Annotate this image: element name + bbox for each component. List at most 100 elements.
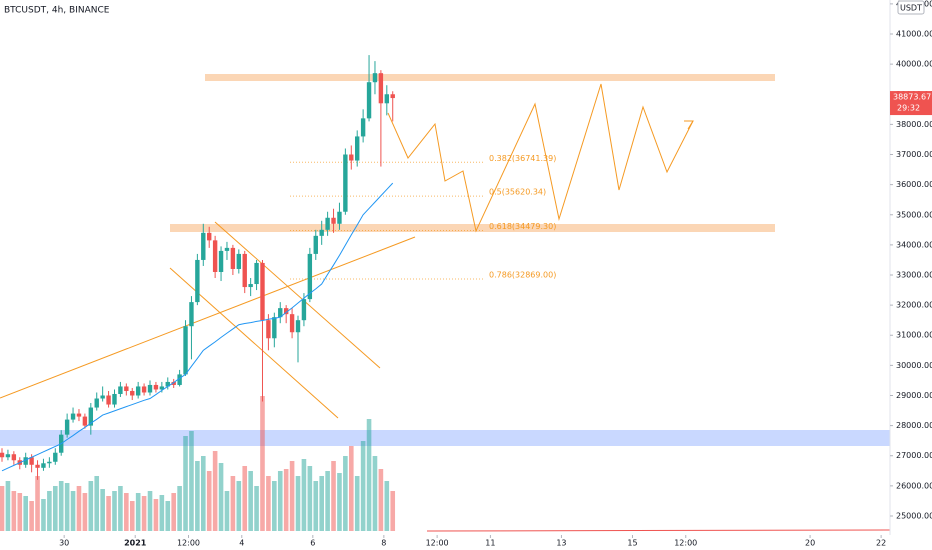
candle-body — [147, 384, 153, 393]
x-tick-label: 12:00 — [674, 539, 697, 548]
volume-bar — [177, 486, 182, 531]
volume-bar — [354, 476, 360, 531]
volume-bar — [348, 446, 354, 531]
candle-body — [230, 247, 236, 269]
candle-body — [248, 284, 253, 288]
candle-body — [124, 386, 129, 391]
candle-body — [135, 386, 141, 396]
candle-body — [242, 253, 247, 288]
candle-body — [47, 461, 52, 464]
candle-body — [295, 320, 301, 333]
countdown: 29:32 — [897, 104, 920, 113]
volume-bar — [94, 476, 100, 531]
volume-bar — [343, 456, 348, 531]
candle-body — [41, 463, 46, 468]
candle-body — [130, 390, 135, 396]
y-tick-label: 29000.00 — [896, 391, 932, 400]
volume-bar — [301, 459, 307, 531]
x-tick-label: 12:00 — [426, 539, 449, 548]
volume-bar — [313, 481, 319, 531]
y-tick-label: 38000.00 — [896, 120, 932, 129]
candle-body — [0, 452, 5, 458]
y-tick-label: 30000.00 — [896, 361, 932, 370]
candle-body — [118, 386, 123, 394]
volume-bar — [141, 496, 147, 531]
volume-bar — [200, 456, 206, 531]
volume-bar — [118, 486, 123, 531]
drawings — [0, 83, 891, 532]
trend-line — [0, 236, 416, 399]
candle-body — [218, 250, 224, 272]
volume-bar — [124, 493, 129, 531]
volume-bar — [218, 463, 224, 531]
x-tick-label: 11 — [485, 539, 495, 548]
candle-body — [29, 457, 34, 465]
currency: USDT — [900, 4, 922, 13]
candle-body — [183, 326, 188, 375]
candle-body — [337, 211, 342, 224]
candle-body — [366, 82, 372, 119]
volume-bar — [183, 436, 188, 531]
candle-body — [319, 229, 324, 236]
volume-bar — [390, 491, 396, 531]
volume-bar — [41, 499, 46, 531]
candle-body — [153, 384, 159, 390]
candle-body — [289, 314, 295, 333]
candle-body — [189, 302, 194, 327]
volume-bar — [384, 481, 390, 531]
volume-bar — [266, 476, 271, 531]
moving-average — [1, 182, 394, 472]
last-price-box — [890, 91, 932, 116]
volume-bar — [295, 476, 301, 531]
volume-bar — [230, 476, 236, 531]
resistance-zone — [205, 74, 775, 81]
candle-body — [372, 73, 378, 83]
candle-body — [11, 454, 17, 461]
zones — [0, 74, 890, 446]
volume-bar — [17, 493, 23, 531]
chart-title: BTCUSDT, 4h, BINANCE — [4, 6, 110, 16]
candle-body — [325, 217, 330, 230]
volume-bar — [366, 419, 372, 531]
volume-bar — [325, 471, 330, 531]
candle-body — [343, 154, 348, 212]
candle-body — [355, 136, 360, 161]
candle-body — [64, 419, 70, 435]
volume-bar — [171, 493, 176, 531]
y-tick-label: 26000.00 — [896, 481, 932, 490]
volume-bar — [29, 501, 34, 531]
candle-body — [82, 416, 88, 426]
trend-line — [214, 221, 381, 369]
x-tick-label: 4 — [239, 539, 244, 548]
candle-body — [207, 232, 212, 241]
y-tick-label: 28000.00 — [896, 421, 932, 430]
y-tick-label: 37000.00 — [896, 150, 932, 159]
last-price: 38873.67 — [893, 93, 931, 102]
candle-body — [278, 308, 283, 318]
y-tick-label: 41000.00 — [896, 30, 932, 39]
volume-ma — [426, 529, 891, 532]
volume-bar — [236, 481, 242, 531]
y-tick-label: 33000.00 — [896, 271, 932, 280]
volume-bar — [212, 451, 218, 531]
volume-bar — [0, 486, 5, 531]
volume-bar — [206, 471, 212, 531]
y-tick-label: 35000.00 — [896, 210, 932, 219]
candle-body — [313, 235, 318, 254]
volume-bar — [337, 473, 342, 531]
candle-body — [212, 240, 218, 272]
volume-bar — [88, 481, 94, 531]
volume-bar — [11, 491, 17, 531]
volume-bar — [100, 489, 105, 531]
volume-bar — [272, 481, 277, 531]
candle-body — [112, 393, 117, 405]
volume-bar — [289, 461, 295, 531]
x-tick-label: 8 — [381, 539, 386, 548]
volume-bar — [248, 471, 253, 531]
candle-body — [378, 73, 384, 104]
candle-body — [5, 454, 11, 458]
volume-bar — [153, 499, 159, 531]
volume-bar — [47, 491, 52, 531]
resistance-zone — [170, 224, 775, 232]
